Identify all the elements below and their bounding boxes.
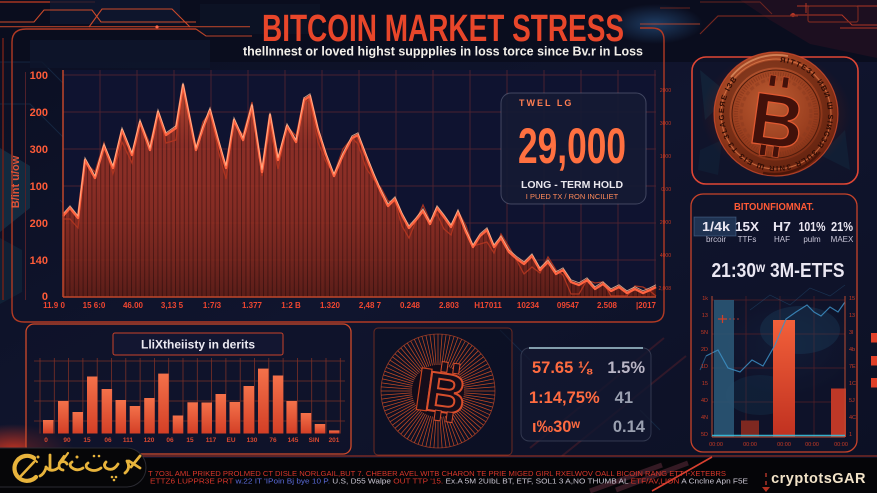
- svg-text:15X: 15X: [735, 220, 760, 234]
- svg-text:41: 41: [615, 389, 633, 407]
- svg-text:21%: 21%: [831, 220, 853, 234]
- svg-text:T 7O3L AML PRIKED PROLMED CT D: T 7O3L AML PRIKED PROLMED CT DISLE NORLG…: [148, 471, 726, 478]
- svg-text:46.00: 46.00: [123, 301, 144, 310]
- svg-text:3000: 3000: [660, 121, 671, 127]
- svg-text:2000: 2000: [660, 88, 671, 94]
- svg-text:BITOUNFIOMNAT.: BITOUNFIOMNAT.: [734, 201, 814, 213]
- svg-text:15: 15: [849, 296, 855, 302]
- svg-text:15: 15: [186, 437, 194, 444]
- svg-text:brcoir: brcoir: [706, 235, 726, 244]
- svg-text:1D: 1D: [701, 364, 708, 370]
- svg-text:1k: 1k: [702, 296, 708, 302]
- svg-text:10234: 10234: [517, 301, 540, 310]
- svg-text:4D: 4D: [701, 398, 708, 404]
- svg-text:0: 0: [44, 437, 48, 444]
- svg-text:130: 130: [247, 437, 258, 444]
- svg-text:0.00: 0.00: [661, 187, 671, 193]
- svg-text:4N: 4N: [701, 415, 708, 421]
- svg-text:200: 200: [30, 218, 48, 230]
- svg-text:1C: 1C: [849, 381, 856, 387]
- svg-text:2000: 2000: [660, 220, 671, 226]
- svg-text:111: 111: [123, 437, 134, 444]
- svg-text:3I: 3I: [849, 330, 854, 336]
- svg-text:0: 0: [42, 291, 48, 303]
- svg-text:SIN: SIN: [309, 437, 320, 444]
- svg-text:1.320: 1.320: [320, 301, 341, 310]
- svg-text:5N: 5N: [701, 330, 708, 336]
- svg-text:201: 201: [329, 437, 340, 444]
- svg-text:06: 06: [104, 437, 112, 444]
- svg-text:101%: 101%: [799, 220, 826, 234]
- svg-text:06: 06: [166, 437, 174, 444]
- svg-text:09547: 09547: [557, 301, 580, 310]
- svg-text:EU: EU: [226, 437, 235, 444]
- svg-text:00:00: 00:00: [805, 442, 819, 448]
- svg-text:76: 76: [269, 437, 277, 444]
- svg-text:15 6:0: 15 6:0: [83, 301, 106, 310]
- svg-text:00:00: 00:00: [834, 442, 848, 448]
- svg-text:1:2 B: 1:2 B: [281, 301, 301, 310]
- svg-text:B/int u/ow: B/int u/ow: [10, 155, 22, 208]
- svg-text:H17011: H17011: [474, 301, 502, 310]
- svg-text:TWEL LG: TWEL LG: [519, 98, 573, 108]
- svg-text:120: 120: [144, 437, 155, 444]
- svg-text:LONG - TERM HOLD: LONG - TERM HOLD: [521, 179, 623, 191]
- svg-text:11.9 0: 11.9 0: [43, 301, 65, 310]
- svg-text:21:30ʷ 3M-ETFS: 21:30ʷ 3M-ETFS: [712, 260, 845, 282]
- svg-text:|2017: |2017: [636, 301, 657, 310]
- svg-text:I PUED TX / RON INCILIET: I PUED TX / RON INCILIET: [526, 192, 619, 201]
- svg-text:0.248: 0.248: [400, 301, 421, 310]
- svg-text:thellnnest or loved highst sup: thellnnest or loved highst suppplies in …: [243, 45, 643, 59]
- svg-text:0.14: 0.14: [613, 418, 646, 436]
- svg-text:7E: 7E: [849, 364, 856, 370]
- svg-text:2.803: 2.803: [439, 301, 460, 310]
- svg-text:2.508: 2.508: [597, 301, 618, 310]
- svg-text:00:00: 00:00: [709, 442, 723, 448]
- svg-text:LliXtheiisty in derits: LliXtheiisty in derits: [141, 338, 255, 352]
- svg-text:140: 140: [30, 255, 48, 267]
- svg-text:pulm: pulm: [803, 235, 821, 244]
- svg-text:100: 100: [30, 181, 48, 193]
- svg-text:1.5%: 1.5%: [607, 359, 645, 377]
- svg-text:15: 15: [702, 381, 708, 387]
- svg-text:117: 117: [206, 437, 217, 444]
- svg-text:15: 15: [83, 437, 91, 444]
- svg-text:ETTZ6 LUPPR3E PRT w.22 IT 'IPo: ETTZ6 LUPPR3E PRT w.22 IT 'IPoin Bj bye …: [150, 479, 748, 486]
- svg-text:100: 100: [30, 70, 48, 82]
- svg-text:1000: 1000: [660, 154, 671, 160]
- svg-text:1: 1: [849, 432, 852, 438]
- svg-text:200: 200: [30, 107, 48, 119]
- svg-text:MAEX: MAEX: [831, 235, 854, 244]
- svg-text:1:7/3: 1:7/3: [203, 301, 222, 310]
- svg-text:1:14,75%: 1:14,75%: [529, 389, 600, 407]
- svg-text:H7: H7: [773, 220, 791, 234]
- svg-text:ι‰30ʷ: ι‰30ʷ: [532, 418, 580, 436]
- svg-text:5J: 5J: [849, 398, 855, 404]
- svg-text:29,000: 29,000: [518, 118, 626, 174]
- svg-text:00:00: 00:00: [743, 442, 757, 448]
- svg-text:HAF: HAF: [774, 235, 790, 244]
- svg-text:13: 13: [702, 313, 708, 319]
- svg-text:B: B: [745, 76, 809, 166]
- svg-text:1.377: 1.377: [242, 301, 263, 310]
- svg-text:5D: 5D: [701, 432, 708, 438]
- svg-text:57.65 ⅛: 57.65 ⅛: [532, 359, 593, 377]
- svg-text:2,008: 2,008: [658, 286, 671, 292]
- svg-text:00:00: 00:00: [777, 442, 791, 448]
- svg-text:1/4k: 1/4k: [702, 220, 730, 234]
- svg-text:90: 90: [63, 437, 71, 444]
- svg-text:4b: 4b: [849, 347, 855, 353]
- svg-text:300: 300: [30, 144, 48, 156]
- svg-text:3,13 5: 3,13 5: [161, 301, 184, 310]
- svg-text:2D: 2D: [701, 347, 708, 353]
- svg-text:145: 145: [288, 437, 299, 444]
- svg-text:BITCOIN MARKET STRESS: BITCOIN MARKET STRESS: [262, 8, 624, 50]
- svg-text:4C: 4C: [849, 415, 856, 421]
- svg-text:13: 13: [849, 313, 855, 319]
- svg-text:cryptotsGAR: cryptotsGAR: [771, 471, 866, 487]
- svg-text:4000: 4000: [660, 253, 671, 259]
- svg-text:TTFs: TTFs: [738, 235, 757, 244]
- svg-text:2,48 7: 2,48 7: [359, 301, 382, 310]
